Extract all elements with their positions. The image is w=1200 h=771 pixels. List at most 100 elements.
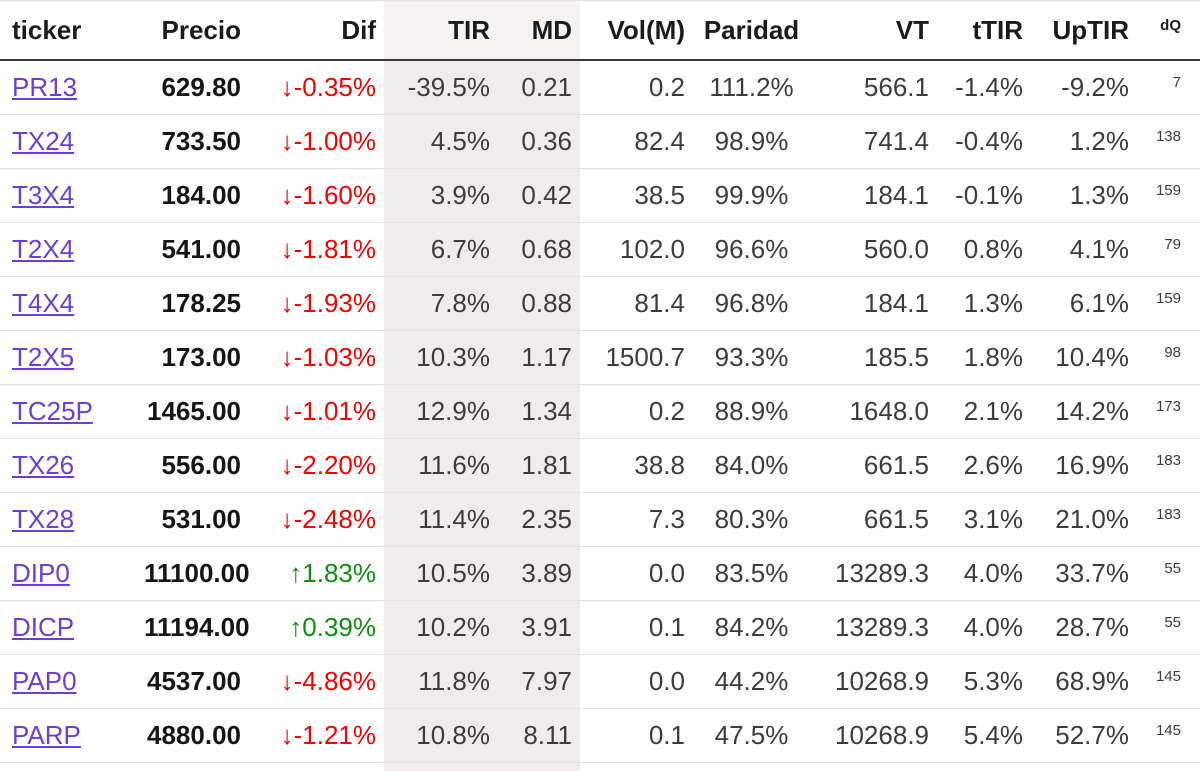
cell-md: 3.91	[498, 600, 580, 655]
ticker-link[interactable]: T2X4	[12, 234, 75, 264]
cell-dq: 55	[1137, 600, 1189, 655]
column-header-md[interactable]: MD	[498, 0, 580, 61]
column-header-ttir[interactable]: tTIR	[937, 0, 1031, 61]
cell-tir: 10.2%	[384, 600, 498, 655]
column-header-label: Vol(M)	[607, 14, 686, 45]
uptir-value: 4.1%	[1069, 234, 1129, 264]
vt-value: 560.0	[863, 234, 929, 264]
column-header-dq[interactable]: dQ	[1137, 0, 1189, 61]
ticker-link[interactable]: DIP0	[12, 558, 70, 588]
cell-ticker: T4X4	[0, 276, 143, 331]
column-header-label: TIR	[448, 14, 490, 45]
cell-ticker: TX28	[0, 492, 143, 547]
cell-ttir: 1.8%	[937, 330, 1031, 385]
column-header-vol[interactable]: Vol(M)	[580, 0, 693, 61]
ttir-value: 4.0%	[963, 558, 1023, 588]
uptir-value: 21.0%	[1055, 504, 1129, 534]
cell-precio: 733.50	[143, 114, 249, 169]
column-header-ticker[interactable]: ticker	[0, 0, 143, 61]
cell-paridad: 96.8%	[693, 276, 810, 331]
cell-uptir: 1.3%	[1031, 168, 1137, 223]
cell-paridad: 111.2%	[693, 60, 810, 115]
trend-down-icon: ↓	[280, 396, 294, 426]
cell-vt: 566.1	[810, 60, 937, 115]
dif-value: ↓-1.00%	[281, 126, 376, 156]
ticker-link[interactable]: PR13	[12, 72, 78, 102]
ticker-link[interactable]: PAP0	[12, 666, 77, 696]
precio-value: 629.80	[161, 72, 241, 102]
cell-precio: 6595.00	[143, 762, 249, 771]
ticker-link[interactable]: PARP	[12, 720, 81, 750]
vt-value: 10268.9	[835, 720, 929, 750]
cell-ticker: T3X4	[0, 168, 143, 223]
cell-ticker: DIP0	[0, 546, 143, 601]
cell-precio: 556.00	[143, 438, 249, 493]
cell-md: 9.91	[498, 762, 580, 771]
dif-value: ↓-0.35%	[281, 72, 376, 102]
column-header-precio[interactable]: Precio	[143, 0, 249, 61]
ticker-link[interactable]: T3X4	[12, 180, 75, 210]
ticker-link[interactable]: T4X4	[12, 288, 75, 318]
column-header-pq[interactable]: pQ	[1189, 0, 1200, 61]
cell-tir: -39.5%	[384, 60, 498, 115]
vol-value: 38.8	[634, 450, 685, 480]
cell-dq: 173	[1137, 384, 1189, 439]
ttir-value: 1.8%	[963, 342, 1023, 372]
cell-uptir: 68.9%	[1031, 654, 1137, 709]
cell-paridad: 47.5%	[693, 708, 810, 763]
cell-ticker: TX26	[0, 438, 143, 493]
cell-vt: 184.1	[810, 168, 937, 223]
trend-down-icon: ↓	[280, 288, 294, 318]
table-row: DIP0 11100.00 ↑1.83% 10.5% 3.89 0.0 83.5% 13289…	[0, 546, 1200, 601]
trend-down-icon: ↓	[280, 180, 294, 210]
ttir-value: -0.1%	[955, 180, 1023, 210]
cell-md: 1.17	[498, 330, 580, 385]
ticker-link[interactable]: TX28	[12, 504, 75, 534]
cell-uptir: 52.7%	[1031, 708, 1137, 763]
cell-ticker: PARP	[0, 708, 143, 763]
column-header-paridad[interactable]: Paridad	[693, 0, 810, 61]
cell-paridad: 96.6%	[693, 222, 810, 277]
column-header-tir[interactable]: TIR	[384, 0, 498, 61]
dif-value: ↓-2.48%	[281, 504, 376, 534]
tir-value: -39.5%	[407, 72, 490, 102]
paridad-value: 47.5%	[714, 720, 789, 750]
md-value: 0.36	[521, 126, 572, 156]
ttir-value: 5.4%	[963, 720, 1023, 750]
md-value: 7.97	[521, 666, 572, 696]
dif-percent: -0.35%	[293, 72, 376, 102]
cell-pq: 379.4	[1189, 546, 1200, 601]
column-header-label: UpTIR	[1052, 14, 1129, 45]
vt-value: 741.4	[863, 126, 929, 156]
column-header-dif[interactable]: Dif	[249, 0, 384, 61]
cell-tir: 11.4%	[384, 492, 498, 547]
md-value: 8.11	[523, 720, 572, 750]
cell-dq: 98	[1137, 330, 1189, 385]
cell-ttir: -0.1%	[937, 168, 1031, 223]
table-row: T4X4 178.25 ↓-1.93% 7.8% 0.88 81.4 96.8% 184.1 1…	[0, 276, 1200, 331]
cell-tir: 6.7%	[384, 222, 498, 277]
table-body: PR13 629.80 ↓-0.35% -39.5% 0.21 0.2 111.2% 566.…	[0, 60, 1200, 771]
column-header-vt[interactable]: VT	[810, 0, 937, 61]
ticker-link[interactable]: TC25P	[12, 396, 93, 426]
cell-precio: 531.00	[143, 492, 249, 547]
paridad-value: 80.3%	[714, 504, 789, 534]
table-row: T2X5 173.00 ↓-1.03% 10.3% 1.17 1500.7 93.3% 185…	[0, 330, 1200, 385]
uptir-value: 33.7%	[1055, 558, 1129, 588]
column-header-label: Paridad	[703, 14, 800, 45]
ticker-link[interactable]: TX24	[12, 126, 75, 156]
cell-precio: 173.00	[143, 330, 249, 385]
tir-value: 11.4%	[418, 504, 490, 534]
cell-precio: 4537.00	[143, 654, 249, 709]
column-header-label: ticker	[12, 14, 82, 45]
precio-value: 11194.00	[144, 612, 249, 642]
dif-percent: -1.01%	[293, 396, 376, 426]
column-header-uptir[interactable]: UpTIR	[1031, 0, 1137, 61]
ticker-link[interactable]: DICP	[12, 612, 75, 642]
cell-precio: 178.25	[143, 276, 249, 331]
cell-tir: 10.5%	[384, 546, 498, 601]
ticker-link[interactable]: TX26	[12, 450, 75, 480]
cell-uptir: 33.7%	[1031, 546, 1137, 601]
ticker-link[interactable]: T2X5	[12, 342, 75, 372]
cell-dif: ↓-1.60%	[249, 168, 384, 223]
